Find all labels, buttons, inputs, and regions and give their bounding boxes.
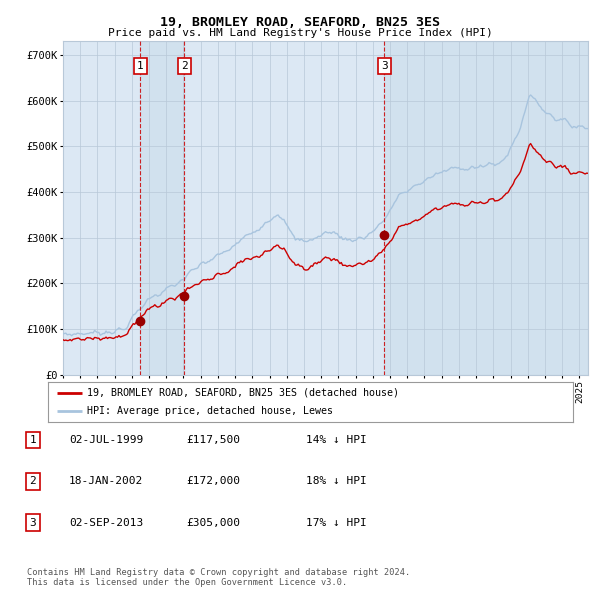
Text: Contains HM Land Registry data © Crown copyright and database right 2024.
This d: Contains HM Land Registry data © Crown c…: [27, 568, 410, 587]
Text: 18% ↓ HPI: 18% ↓ HPI: [306, 477, 367, 486]
Text: 02-JUL-1999: 02-JUL-1999: [69, 435, 143, 445]
Text: 2: 2: [29, 477, 37, 486]
Bar: [140, 41, 184, 375]
Text: 18-JAN-2002: 18-JAN-2002: [69, 477, 143, 486]
Text: 19, BROMLEY ROAD, SEAFORD, BN25 3ES (detached house): 19, BROMLEY ROAD, SEAFORD, BN25 3ES (det…: [88, 388, 400, 398]
Text: £117,500: £117,500: [186, 435, 240, 445]
Text: 19, BROMLEY ROAD, SEAFORD, BN25 3ES: 19, BROMLEY ROAD, SEAFORD, BN25 3ES: [160, 16, 440, 29]
Text: 3: 3: [381, 61, 388, 71]
Text: HPI: Average price, detached house, Lewes: HPI: Average price, detached house, Lewe…: [88, 406, 334, 416]
Text: £172,000: £172,000: [186, 477, 240, 486]
Text: £305,000: £305,000: [186, 518, 240, 527]
Text: 17% ↓ HPI: 17% ↓ HPI: [306, 518, 367, 527]
Text: 2: 2: [181, 61, 188, 71]
Text: 02-SEP-2013: 02-SEP-2013: [69, 518, 143, 527]
Text: 3: 3: [29, 518, 37, 527]
Bar: [385, 41, 588, 375]
Text: 14% ↓ HPI: 14% ↓ HPI: [306, 435, 367, 445]
Text: Price paid vs. HM Land Registry's House Price Index (HPI): Price paid vs. HM Land Registry's House …: [107, 28, 493, 38]
Text: 1: 1: [29, 435, 37, 445]
Text: 1: 1: [137, 61, 144, 71]
